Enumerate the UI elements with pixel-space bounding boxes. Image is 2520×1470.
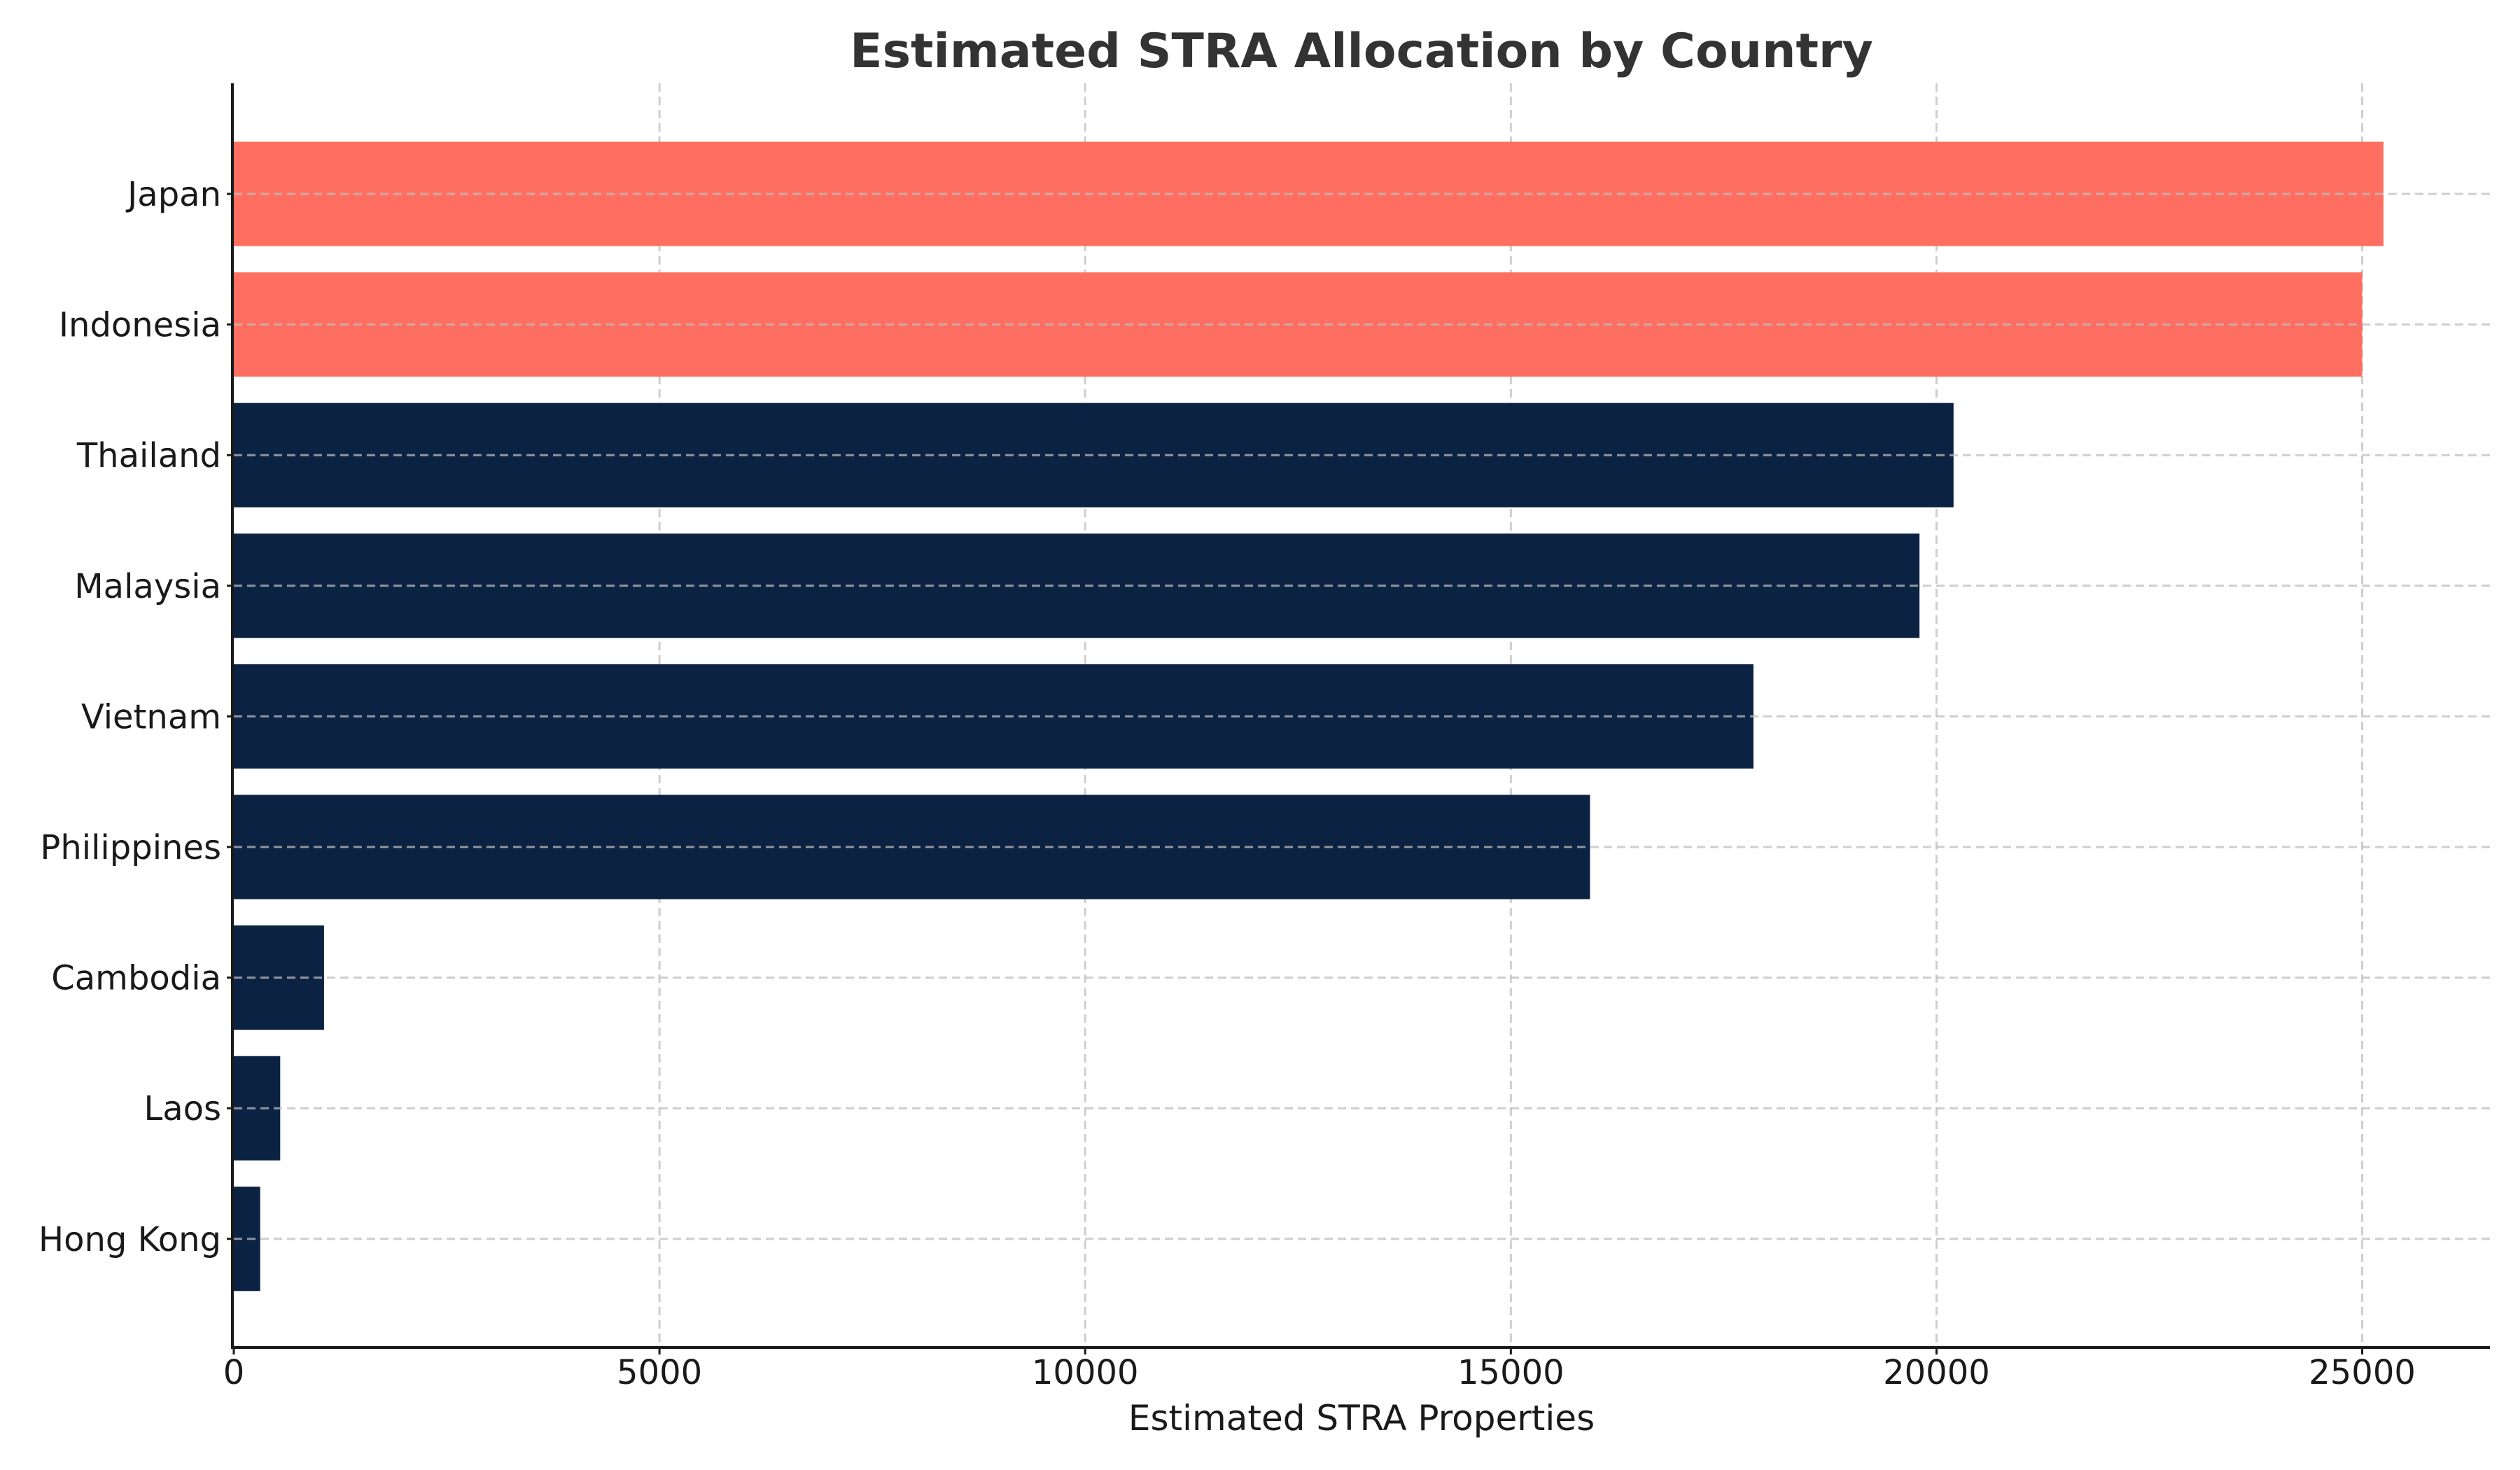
y-axis-ticks: Japan Indonesia Thailand Malaysia Vietnam Phi… xyxy=(38,175,234,1259)
bar-philippines xyxy=(234,794,1590,899)
chart-title: Estimated STRA Allocation by Country xyxy=(850,24,1873,79)
y-tick-label: Malaysia xyxy=(74,567,221,606)
x-tick-label: 20000 xyxy=(1883,1353,1990,1392)
x-tick-label: 15000 xyxy=(1457,1353,1564,1392)
x-tick-label: 10000 xyxy=(1032,1353,1139,1392)
x-axis-ticks: 0 5000 10000 15000 20000 25000 xyxy=(223,1348,2416,1392)
x-tick-label: 5000 xyxy=(617,1353,702,1392)
y-tick-label: Laos xyxy=(144,1089,221,1128)
y-tick-label: Hong Kong xyxy=(38,1220,221,1259)
y-gridlines xyxy=(234,192,2490,1240)
y-tick-label: Cambodia xyxy=(51,959,221,998)
y-tick-label: Indonesia xyxy=(59,306,221,345)
x-tick-label: 0 xyxy=(223,1353,245,1392)
x-tick-label: 25000 xyxy=(2309,1353,2416,1392)
y-tick-label: Japan xyxy=(125,175,221,214)
y-tick-label: Thailand xyxy=(76,436,221,475)
bar-japan xyxy=(234,141,2384,246)
y-tick-label: Vietnam xyxy=(81,697,221,736)
y-tick-label: Philippines xyxy=(40,828,221,867)
x-axis-label: Estimated STRA Properties xyxy=(1128,1398,1595,1438)
